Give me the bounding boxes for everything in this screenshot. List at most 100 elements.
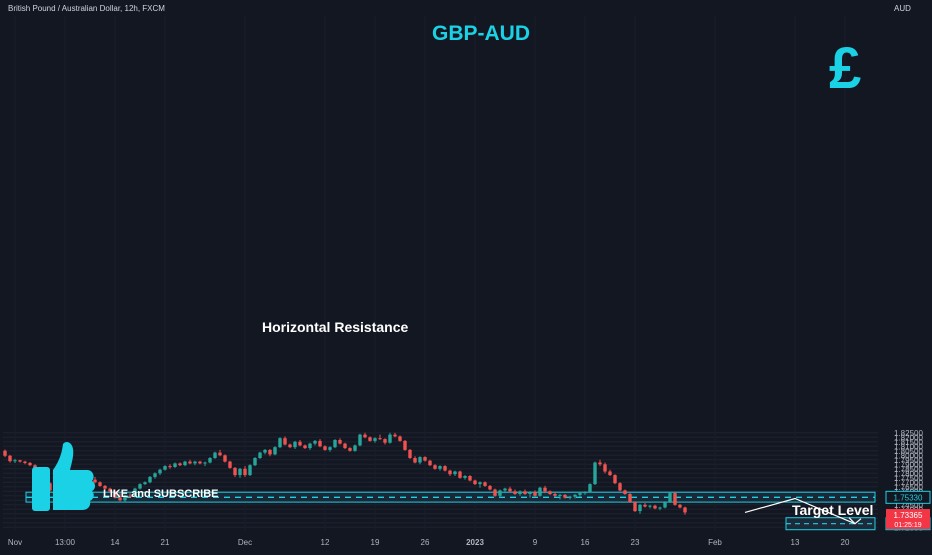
candle bbox=[133, 487, 137, 498]
candle-body bbox=[528, 492, 532, 494]
candle bbox=[228, 460, 232, 469]
candle bbox=[218, 449, 222, 457]
candle bbox=[538, 486, 542, 497]
candle-body bbox=[258, 452, 262, 458]
candle-body bbox=[128, 495, 132, 497]
candle-body bbox=[478, 482, 482, 485]
candle bbox=[478, 481, 482, 488]
candle bbox=[288, 443, 292, 449]
candle-body bbox=[203, 462, 207, 464]
candle bbox=[593, 461, 597, 485]
candle-body bbox=[423, 457, 427, 461]
candle-body bbox=[573, 494, 577, 497]
candle-body bbox=[273, 447, 277, 455]
candle bbox=[508, 486, 512, 493]
like-subscribe-label: LIKE and SUBSCRIBE bbox=[103, 488, 219, 500]
candle-body bbox=[178, 463, 182, 466]
candle bbox=[98, 481, 102, 487]
time-tick-label: Dec bbox=[238, 538, 252, 547]
candle bbox=[343, 442, 347, 449]
candle bbox=[358, 433, 362, 447]
candle bbox=[388, 432, 392, 444]
candle-body bbox=[18, 460, 22, 462]
price-tick-label: 1.79500 bbox=[894, 456, 923, 465]
candle-body bbox=[283, 438, 287, 445]
candle-body bbox=[8, 455, 12, 462]
candle-body bbox=[428, 460, 432, 466]
candle-body bbox=[663, 502, 667, 508]
candle bbox=[213, 451, 217, 459]
candle bbox=[328, 446, 332, 452]
candle bbox=[103, 485, 107, 490]
candle bbox=[518, 490, 522, 496]
candle bbox=[413, 456, 417, 464]
candle bbox=[293, 440, 297, 449]
candle-body bbox=[133, 488, 137, 497]
projection-arrowhead bbox=[848, 517, 862, 525]
candle bbox=[543, 485, 547, 494]
candle bbox=[533, 490, 537, 497]
candle bbox=[428, 459, 432, 467]
candles-group bbox=[3, 432, 687, 515]
price-tick-label: 1.80500 bbox=[894, 447, 923, 456]
candle-body bbox=[468, 476, 472, 481]
candle-body bbox=[23, 461, 27, 463]
candle-body bbox=[618, 483, 622, 491]
candle-body bbox=[418, 457, 422, 463]
candle-body bbox=[578, 493, 582, 495]
time-tick-label: 9 bbox=[533, 538, 538, 547]
time-axis[interactable]: Nov 13:00 14 21 Dec 12 19 26 2023 9 16 23 Feb 13 20 bbox=[8, 538, 850, 547]
candle bbox=[3, 449, 7, 458]
candle-body bbox=[583, 492, 587, 494]
candle bbox=[258, 451, 262, 459]
candle-body bbox=[343, 443, 347, 449]
time-tick-label: Nov bbox=[8, 538, 22, 547]
candle bbox=[453, 470, 457, 476]
candle bbox=[618, 482, 622, 492]
candle bbox=[378, 434, 382, 440]
candle bbox=[28, 462, 32, 467]
price-axis[interactable]: 1.825001.820001.815001.810001.805001.800… bbox=[885, 429, 931, 533]
candle bbox=[223, 454, 227, 463]
candle-body bbox=[363, 434, 367, 438]
candle-body bbox=[498, 490, 502, 496]
candle bbox=[168, 464, 172, 469]
price-tick-label: 1.77500 bbox=[894, 474, 923, 483]
thumbs-up-icon bbox=[32, 441, 95, 511]
candle-body bbox=[683, 507, 687, 513]
candle-body bbox=[413, 458, 417, 463]
price-tick-label: 1.80000 bbox=[894, 451, 923, 460]
candle bbox=[468, 475, 472, 482]
candle-body bbox=[228, 461, 232, 468]
candle bbox=[93, 476, 97, 484]
candle-body bbox=[388, 434, 392, 443]
candle-body bbox=[313, 440, 317, 444]
candle bbox=[643, 503, 647, 508]
symbol-title[interactable]: British Pound / Australian Dollar, 12h, … bbox=[8, 4, 165, 13]
candle-body bbox=[603, 464, 607, 472]
candle bbox=[438, 465, 442, 471]
candle bbox=[18, 459, 22, 463]
resistance-zone[interactable] bbox=[25, 491, 876, 531]
candle-body bbox=[678, 504, 682, 508]
candle bbox=[338, 438, 342, 445]
candle bbox=[648, 504, 652, 509]
candle-body bbox=[278, 438, 282, 448]
candle-body bbox=[493, 489, 497, 496]
candle bbox=[423, 456, 427, 462]
candle bbox=[383, 438, 387, 445]
candle-body bbox=[358, 434, 362, 446]
candle bbox=[458, 470, 462, 479]
candle-body bbox=[288, 444, 292, 448]
currency-label: AUD bbox=[894, 4, 911, 13]
price-tick-label: 1.78500 bbox=[894, 465, 923, 474]
candle-body bbox=[518, 491, 522, 494]
candle-body bbox=[633, 502, 637, 512]
candle-body bbox=[223, 455, 227, 462]
projection-path bbox=[744, 497, 856, 525]
time-tick-label: 19 bbox=[371, 538, 380, 547]
grid-lines bbox=[3, 16, 878, 530]
candle bbox=[143, 481, 147, 485]
